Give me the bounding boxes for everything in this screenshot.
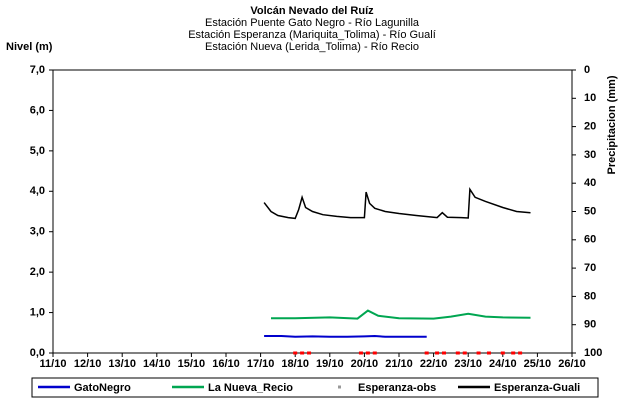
x-tick-label: 18/10	[281, 358, 309, 370]
x-tick-label: 15/10	[178, 358, 206, 370]
obs-marker	[462, 351, 467, 355]
x-tick-label: 19/10	[316, 358, 344, 370]
x-tick-label: 17/10	[247, 358, 275, 370]
obs-marker	[441, 351, 446, 355]
y-tick-label: 5,0	[30, 145, 45, 157]
obs-marker	[293, 351, 298, 355]
obs-marker	[300, 351, 305, 355]
x-tick-label: 12/10	[74, 358, 102, 370]
x-tick-label: 23/10	[454, 358, 482, 370]
chart-subtitle: Estación Nueva (Lerida_Tolima) - Río Rec…	[205, 41, 419, 53]
y-tick-label: 6,0	[30, 104, 45, 116]
y2-tick-label: 10	[584, 92, 596, 104]
y-tick-label: 3,0	[30, 226, 45, 238]
chart-subtitle: Estación Puente Gato Negro - Río Lagunil…	[205, 17, 420, 29]
obs-marker	[476, 351, 481, 355]
obs-marker	[307, 351, 312, 355]
y2-tick-label: 70	[584, 262, 596, 274]
obs-marker	[486, 351, 491, 355]
x-tick-label: 24/10	[489, 358, 517, 370]
x-tick-label: 14/10	[143, 358, 171, 370]
chart-subtitle: Estación Esperanza (Mariquita_Tolima) - …	[188, 29, 436, 41]
x-tick-label: 21/10	[385, 358, 413, 370]
series-line	[264, 334, 427, 338]
y-tick-label: 4,0	[30, 185, 45, 197]
y2-tick-label: 50	[584, 205, 596, 217]
series-line	[271, 309, 531, 320]
obs-marker	[518, 351, 523, 355]
obs-marker	[372, 351, 377, 355]
obs-marker	[455, 351, 460, 355]
legend-label: Esperanza-obs	[358, 382, 436, 394]
y2-tick-label: 100	[584, 347, 602, 359]
legend-label: GatoNegro	[74, 382, 131, 394]
y-tick-label: 0,0	[30, 347, 45, 359]
obs-marker	[358, 351, 363, 355]
y2-tick-label: 80	[584, 290, 596, 302]
y-tick-label: 1,0	[30, 306, 45, 318]
y-axis-label: Nivel (m)	[6, 41, 53, 53]
x-tick-label: 25/10	[524, 358, 552, 370]
y-tick-label: 7,0	[30, 64, 45, 76]
legend-label: La Nueva_Recio	[208, 382, 293, 394]
x-tick-label: 13/10	[108, 358, 136, 370]
y2-tick-label: 90	[584, 319, 596, 331]
x-tick-label: 22/10	[420, 358, 448, 370]
chart-title: Volcán Nevado del Ruíz	[250, 5, 374, 17]
obs-marker	[365, 351, 370, 355]
obs-marker	[424, 351, 429, 355]
y2-tick-label: 0	[584, 64, 590, 76]
x-tick-label: 11/10	[40, 358, 67, 370]
y-tick-label: 2,0	[30, 266, 45, 278]
y2-tick-label: 30	[584, 149, 596, 161]
x-tick-label: 20/10	[351, 358, 379, 370]
x-tick-label: 16/10	[212, 358, 240, 370]
y2-tick-label: 20	[584, 121, 596, 133]
obs-marker	[500, 351, 505, 355]
obs-marker	[511, 351, 516, 355]
y2-axis-label: Precipitacion (mm)	[606, 75, 618, 174]
x-tick-label: 26/10	[558, 358, 586, 370]
y2-tick-label: 40	[584, 177, 596, 189]
legend-label: Esperanza-Guali	[494, 382, 580, 394]
legend-marker	[338, 385, 341, 389]
series-line	[263, 186, 531, 220]
y2-tick-label: 60	[584, 234, 596, 246]
obs-marker	[435, 351, 440, 355]
legend-box	[31, 377, 599, 398]
